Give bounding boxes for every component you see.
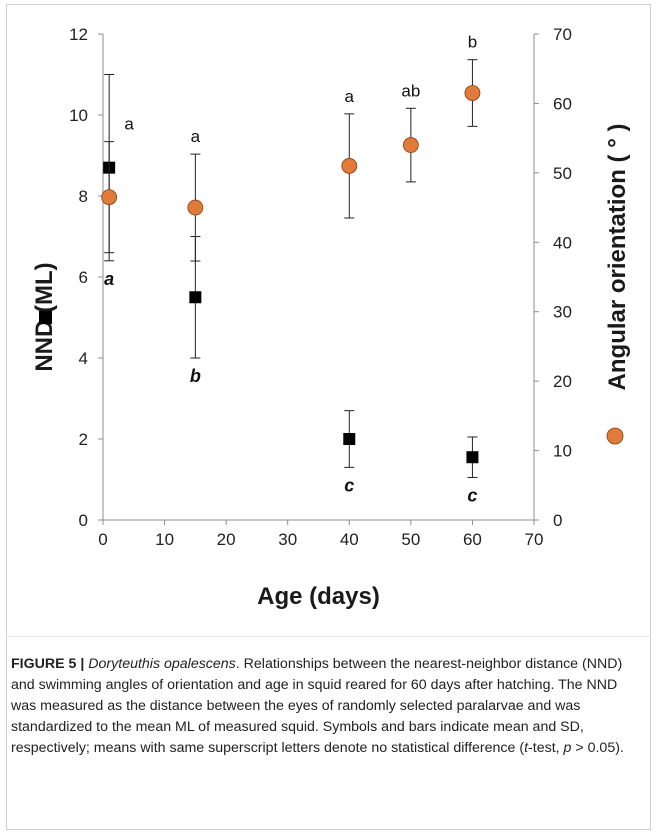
right-y-tick-label: 40: [553, 233, 572, 252]
x-tick-label: 0: [98, 530, 107, 549]
circle-point: [341, 158, 358, 174]
left-y-tick-label: 0: [79, 511, 88, 530]
x-tick-label: 40: [340, 530, 359, 549]
square-letter-label: c: [467, 485, 477, 505]
left-y-tick-label: 2: [79, 430, 88, 449]
square-point: [189, 291, 202, 304]
circle-letter-label: b: [468, 33, 477, 52]
right-y-tick-label: 10: [553, 442, 572, 461]
circle-letter-label: a: [345, 87, 355, 106]
circle-point: [101, 189, 118, 206]
left-y-tick-label: 8: [79, 187, 88, 206]
chart: 0 10 20 30 40 50 60 70 0 2 4 6 8 10 12 0 10 20 30 40 50 60 70 A…: [31, 25, 631, 610]
caption-text-3: > 0.05).: [571, 740, 624, 756]
caption-text-2: -test,: [528, 740, 564, 756]
right-axis-title: Angular orientation ( ° ): [604, 124, 631, 391]
circle-letter-label: a: [191, 127, 201, 146]
data-marks: [101, 59, 481, 478]
axes: [98, 33, 539, 525]
t-test-symbol: t: [524, 740, 529, 756]
caption-separator: [6, 636, 651, 637]
left-y-tick-label: 12: [69, 25, 88, 44]
x-tick-label: 10: [155, 530, 174, 549]
x-tick-label: 70: [525, 530, 544, 549]
legend-square-marker: [39, 311, 52, 324]
p-symbol: p: [563, 740, 572, 756]
circle-point: [402, 137, 419, 153]
square-letter-label: c: [344, 475, 354, 495]
circle-letter-label: a: [124, 115, 134, 134]
circle-letter-label: ab: [401, 81, 420, 100]
x-tick-label: 60: [463, 530, 482, 549]
figure-caption: FIGURE 5 | Doryteuthis opalescens. Relat…: [11, 654, 641, 759]
species-name: Doryteuthis opalescens: [88, 656, 236, 672]
legend-circle-marker: [606, 427, 624, 445]
square-point: [343, 433, 356, 445]
x-tick-label: 20: [217, 530, 236, 549]
figure-frame: [6, 4, 651, 830]
right-y-tick-label: 0: [553, 511, 562, 530]
right-y-tick-label: 70: [553, 25, 572, 44]
left-y-tick-label: 4: [79, 349, 88, 368]
square-letter-label: b: [190, 366, 201, 386]
square-point: [466, 451, 479, 464]
square-letter-label: a: [104, 269, 114, 289]
chart-labels: 0 10 20 30 40 50 60 70 0 2 4 6 8 10 12 0 10 20 30 40 50 60 70 A…: [31, 25, 631, 610]
x-axis-title: Age (days): [257, 583, 380, 610]
right-y-tick-label: 50: [553, 164, 572, 183]
left-y-tick-label: 10: [69, 106, 88, 125]
left-y-tick-label: 6: [79, 268, 88, 287]
x-tick-label: 50: [401, 530, 420, 549]
x-tick-label: 30: [278, 530, 297, 549]
right-y-tick-label: 60: [553, 94, 572, 113]
caption-text-1: . Relationships between the nearest-neig…: [11, 656, 623, 756]
right-y-tick-label: 20: [553, 372, 572, 391]
right-y-tick-label: 30: [553, 303, 572, 322]
circle-point: [187, 199, 204, 216]
circle-point: [464, 85, 481, 101]
figure-label: FIGURE 5 |: [11, 656, 85, 672]
